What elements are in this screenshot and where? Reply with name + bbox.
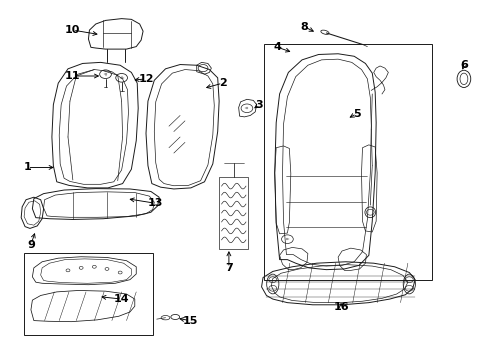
Text: 7: 7 (224, 263, 232, 273)
Text: 16: 16 (332, 302, 348, 312)
Text: 6: 6 (459, 60, 467, 70)
Text: 13: 13 (148, 198, 163, 208)
Bar (264, 44, 431, 280)
Text: 5: 5 (352, 109, 360, 119)
Text: 1: 1 (23, 162, 31, 172)
Text: 2: 2 (218, 78, 226, 88)
Text: 9: 9 (27, 239, 35, 249)
Text: 10: 10 (65, 25, 81, 35)
Bar (24, 253, 153, 335)
Text: 15: 15 (182, 316, 197, 325)
Text: 3: 3 (255, 100, 263, 110)
Text: 11: 11 (65, 71, 81, 81)
Text: 12: 12 (138, 74, 153, 84)
Text: 4: 4 (273, 42, 281, 52)
Text: 14: 14 (114, 294, 129, 304)
Text: 8: 8 (300, 22, 307, 32)
